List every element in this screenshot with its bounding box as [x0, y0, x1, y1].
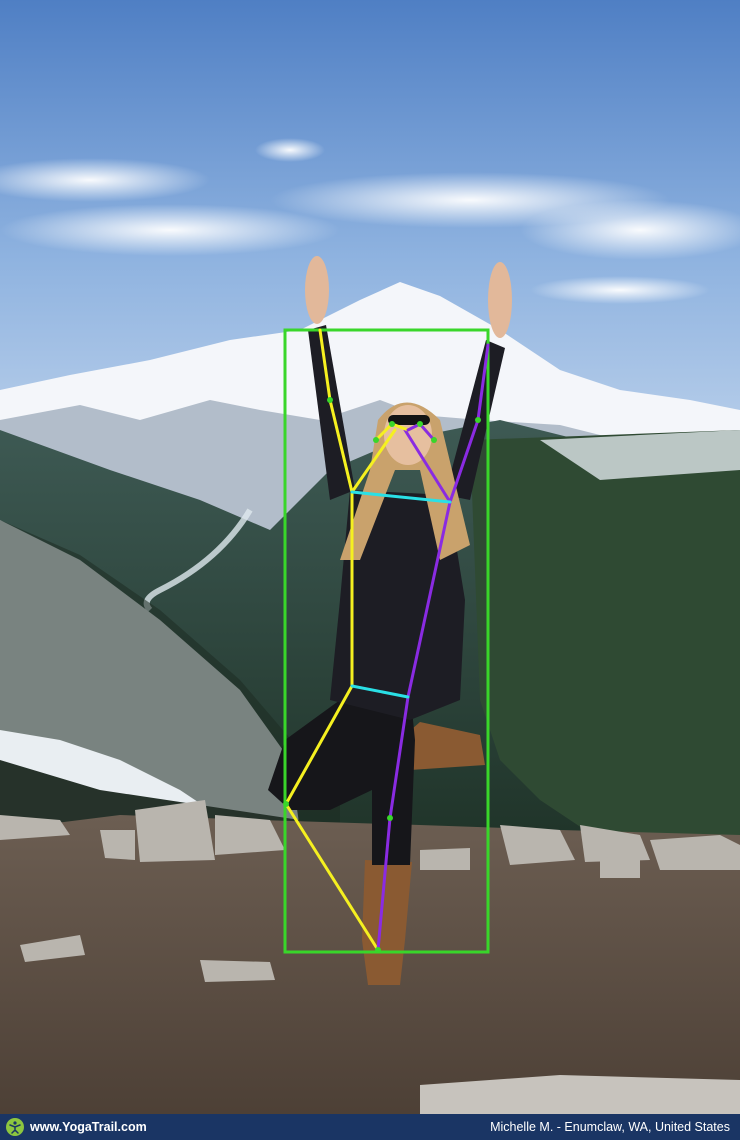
yoga-photo	[0, 0, 740, 1114]
site-url[interactable]: www.YogaTrail.com	[30, 1120, 147, 1134]
bounding-box	[283, 328, 490, 954]
lower-trees	[0, 760, 320, 830]
right-forest	[470, 430, 740, 850]
pose-skeleton	[284, 328, 490, 952]
footer-bar: www.YogaTrail.com Michelle M. - Enumclaw…	[0, 1114, 740, 1140]
right-neck-line	[403, 428, 452, 504]
left-neck-line	[350, 428, 397, 494]
clouds	[0, 138, 740, 304]
rocks	[0, 800, 740, 1114]
shoulder-line	[350, 490, 452, 504]
person	[268, 256, 512, 985]
right-leg-line	[376, 500, 452, 952]
pose-keypoints	[283, 397, 481, 953]
brand: www.YogaTrail.com	[6, 1118, 147, 1136]
hip-line	[350, 684, 410, 699]
tree-line	[0, 520, 340, 830]
yoga-figure-icon	[6, 1118, 24, 1136]
photo-credit: Michelle M. - Enumclaw, WA, United State…	[490, 1120, 730, 1134]
left-leg-line	[284, 490, 380, 952]
